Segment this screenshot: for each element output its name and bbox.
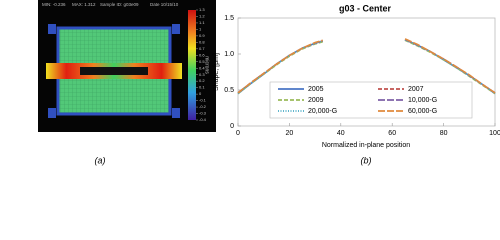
figure: microns g03 - Center Shape, [μm] Normali… [38, 0, 500, 165]
series-line [237, 38, 496, 95]
series-line [237, 38, 496, 94]
x-tick-label: 80 [440, 130, 448, 137]
colorbar-label: 0.5 [199, 59, 205, 64]
colorbar-label: 0.6 [199, 52, 205, 57]
legend-label: 60,000-G [408, 108, 437, 115]
chart-title: g03 - Center [339, 3, 392, 13]
colorbar-unit: microns [204, 56, 210, 74]
colorbar-label: 0.8 [199, 39, 205, 44]
colorbar-label: 0.3 [199, 72, 205, 77]
panel-a: microns [38, 0, 216, 132]
x-tick-label: 60 [388, 130, 396, 137]
anchor [172, 24, 180, 34]
colorbar-label: -0.4 [199, 117, 207, 122]
x-axis-label: Normalized in-plane position [322, 142, 410, 149]
legend-label: 2007 [408, 86, 424, 93]
legend-label: 10,000-G [408, 97, 437, 104]
colorbar-label: -0.3 [199, 111, 207, 116]
colorbar-label: 1.2 [199, 14, 205, 19]
header-text: Date 10/15/10 [150, 2, 179, 7]
y-axis-label: Shape, [μm] [213, 53, 220, 91]
anchor [48, 108, 56, 118]
header-text: MIN: -0.236 [42, 2, 66, 7]
colorbar-label: 0.1 [199, 85, 205, 90]
colorbar-label: 0.2 [199, 78, 205, 83]
plot-frame [237, 17, 496, 127]
header-text: Sample ID: g03e09 [100, 2, 139, 7]
panel-b: g03 - Center Shape, [μm] Normalized in-p… [213, 3, 496, 149]
legend-label: 2009 [308, 97, 324, 104]
x-tick-label: 40 [337, 130, 345, 137]
colorbar-label: 0.7 [199, 46, 205, 51]
x-tick-label: 100 [489, 130, 500, 137]
caption: (a) [95, 155, 106, 165]
colorbar-label: 1 [199, 26, 202, 31]
colorbar-label: 1.3 [199, 7, 205, 12]
legend-box [269, 81, 473, 119]
y-tick-label: 1.0 [224, 51, 234, 58]
anchor [172, 108, 180, 118]
legend-label: 2005 [308, 86, 324, 93]
center-gap [80, 67, 148, 75]
legend-label: 20,000-G [308, 108, 337, 115]
y-tick-label: 1.5 [224, 15, 234, 22]
colorbar [188, 10, 196, 120]
y-tick-label: 0.5 [224, 87, 234, 94]
colorbar-label: -0.1 [199, 98, 207, 103]
colorbar-label: -0.2 [199, 104, 207, 109]
anchor [48, 24, 56, 34]
header-text: MAX: 1.312 [72, 2, 96, 7]
x-tick-label: 20 [286, 130, 294, 137]
colorbar-label: 0.4 [199, 65, 205, 70]
y-tick-label: 0 [230, 123, 234, 130]
colorbar-label: 0 [199, 91, 202, 96]
caption: (b) [361, 155, 372, 165]
colorbar-label: 1.1 [199, 20, 205, 25]
x-tick-label: 0 [236, 130, 240, 137]
colorbar-label: 0.9 [199, 33, 205, 38]
